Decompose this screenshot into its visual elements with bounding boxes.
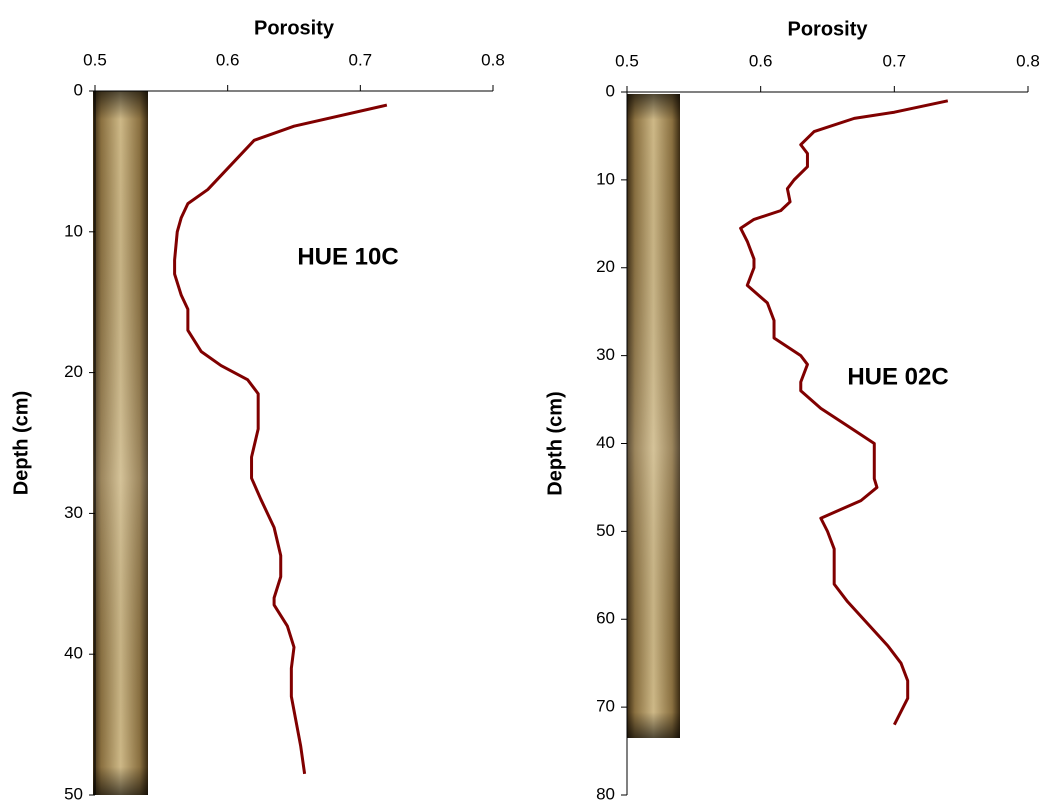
- porosity-line: [175, 105, 387, 774]
- x-tick-label: 0.6: [749, 51, 773, 70]
- x-tick-label: 0.7: [349, 50, 373, 69]
- x-tick-label: 0.6: [216, 50, 240, 69]
- y-tick-label: 50: [596, 521, 615, 540]
- y-tick-label: 20: [64, 362, 83, 381]
- figure: 0.5 0.6 0.7 0.8 0 10 20 30 40 50 Porosity Depth (cm…: [0, 0, 1051, 803]
- x-tick-label: 0.5: [615, 51, 639, 70]
- porosity-line: [741, 101, 948, 725]
- y-tick-label: 50: [64, 784, 83, 803]
- y-axis-title: Depth (cm): [10, 391, 32, 495]
- y-tick-label: 10: [596, 169, 615, 188]
- y-tick-label: 70: [596, 697, 615, 716]
- y-axis-title: Depth (cm): [544, 391, 566, 495]
- x-tick-label: 0.8: [1016, 51, 1040, 70]
- core-image: [627, 94, 680, 738]
- y-tick-label: 0: [74, 80, 83, 99]
- y-tick-label: 30: [64, 503, 83, 522]
- y-tick-label: 40: [64, 644, 83, 663]
- y-tick-label: 60: [596, 609, 615, 628]
- x-tick-label: 0.8: [481, 50, 505, 69]
- annotation: HUE 02C: [847, 363, 948, 390]
- x-axis-title: Porosity: [254, 17, 335, 39]
- y-tick-label: 10: [64, 221, 83, 240]
- y-tick-label: 0: [606, 81, 615, 100]
- x-tick-label: 0.5: [83, 50, 107, 69]
- x-tick-label: 0.7: [883, 51, 907, 70]
- annotation: HUE 10C: [297, 243, 398, 270]
- y-tick-label: 20: [596, 257, 615, 276]
- x-axis-title: Porosity: [787, 18, 868, 40]
- y-tick-label: 30: [596, 345, 615, 364]
- y-tick-label: 40: [596, 433, 615, 452]
- y-tick-label: 80: [596, 784, 615, 803]
- core-image: [93, 91, 148, 795]
